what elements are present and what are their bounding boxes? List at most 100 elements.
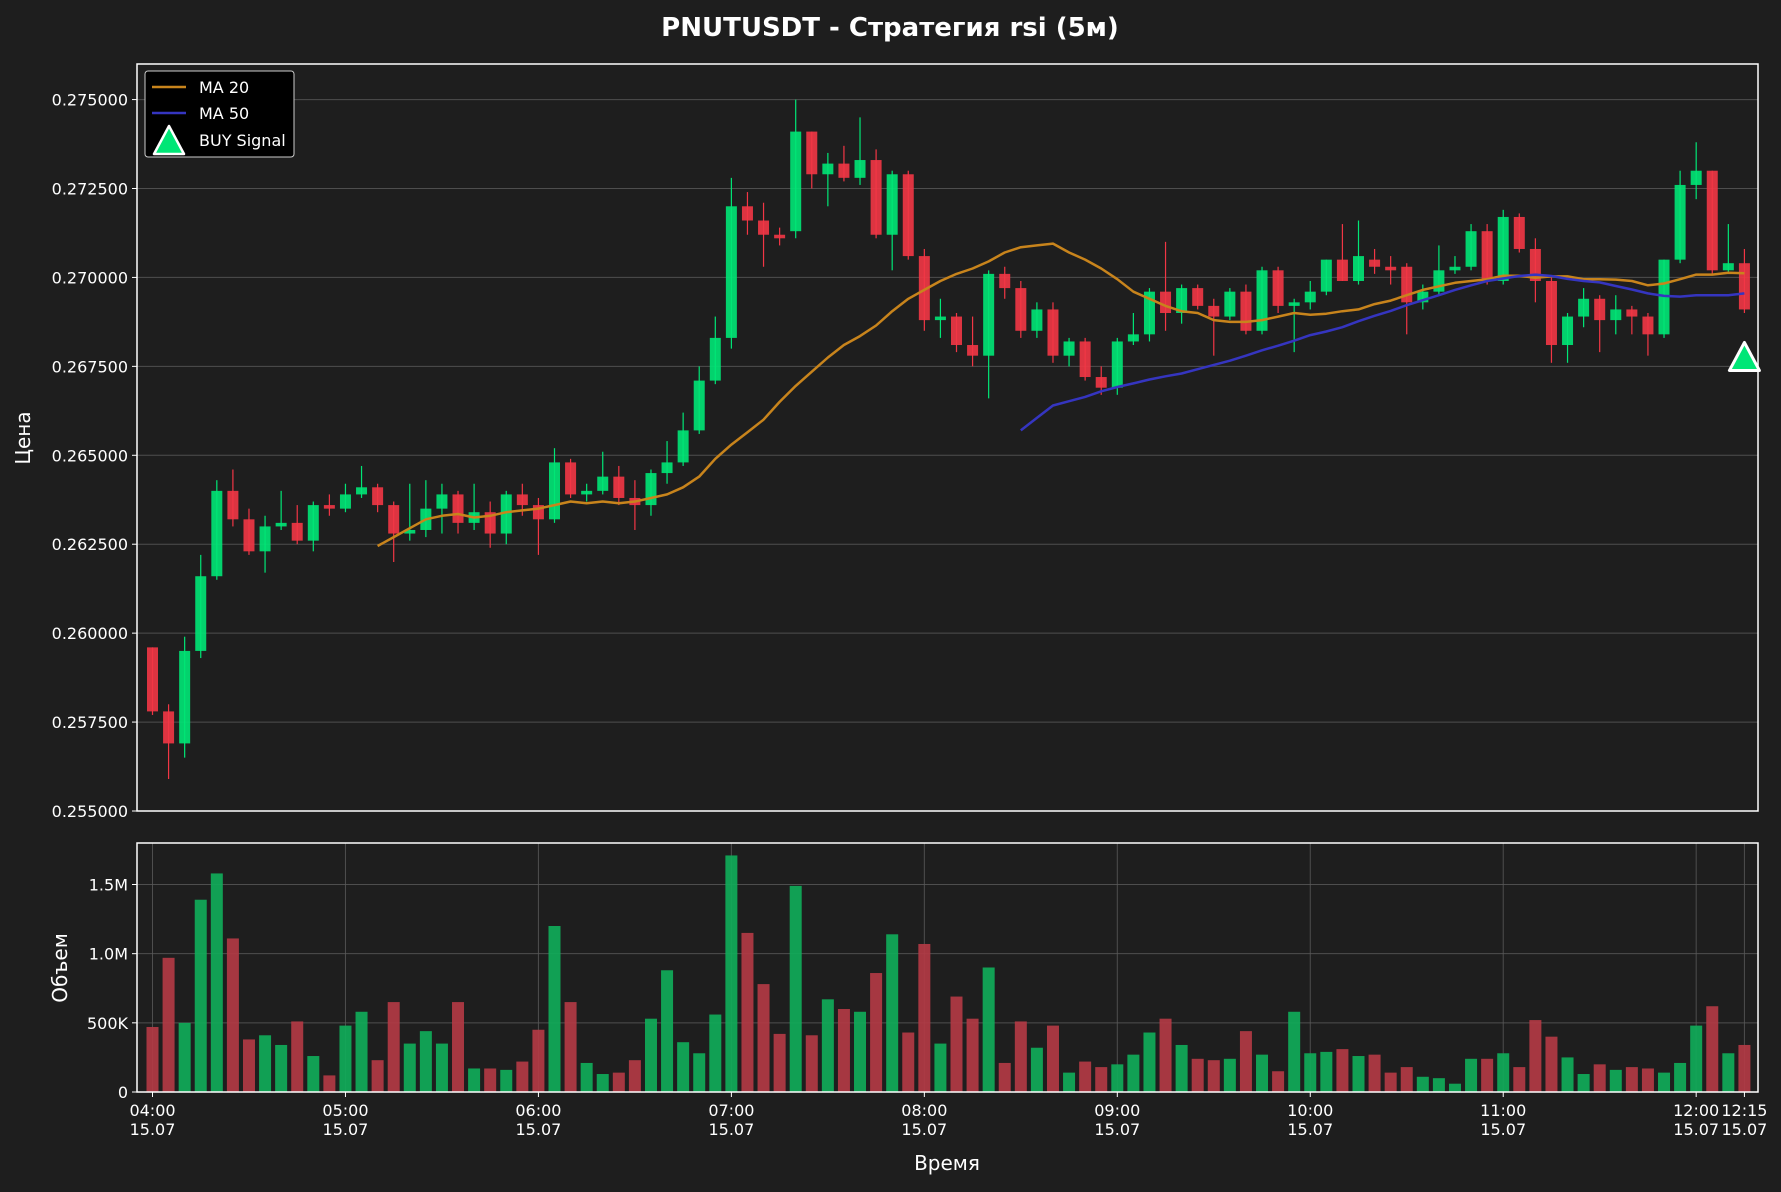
volume-bar-up	[548, 926, 561, 1092]
volume-bar-up	[821, 999, 834, 1092]
candle-up	[1690, 170, 1702, 185]
volume-bar-up	[1063, 1072, 1076, 1092]
candle-up	[645, 473, 657, 506]
volume-bar-down	[484, 1068, 497, 1092]
volume-bar-up	[709, 1014, 722, 1092]
candle-down	[1738, 263, 1750, 310]
candle-up	[1143, 291, 1155, 335]
candle-up	[549, 462, 560, 520]
candle-up	[436, 494, 448, 509]
volume-bar-up	[789, 885, 802, 1092]
legend-buy-signal-icon	[152, 124, 186, 156]
candle-down	[1401, 266, 1413, 303]
candle-up	[1610, 309, 1622, 321]
time-tick-label: 10:00 15.07	[1287, 1101, 1333, 1139]
time-tick-label: 04:00 15.07	[129, 1101, 175, 1139]
volume-tick-label: 500K	[87, 1014, 129, 1033]
candle-up	[500, 494, 512, 534]
chart-title: PNUTUSDT - Стратегия rsi (5м)	[661, 13, 1119, 43]
time-x-ticks: 04:00 15.07 05:00 15.07 06:00 15.07 07:00 15.07…	[129, 1092, 1767, 1139]
candle-down	[806, 131, 818, 175]
price-tick-label: 0.267500	[52, 357, 128, 376]
time-axis-label: Время	[914, 1151, 980, 1175]
candle-down	[452, 494, 464, 523]
volume-bar-up	[403, 1043, 416, 1092]
candle-down	[838, 163, 850, 178]
candle-down	[1626, 309, 1638, 317]
candle-up	[854, 160, 866, 178]
volume-bar-up	[307, 1056, 320, 1092]
candle-down	[565, 462, 577, 495]
volume-bar-down	[1014, 1021, 1027, 1092]
legend-ma50-label: MA 50	[199, 104, 249, 123]
candle-down	[532, 505, 544, 520]
candle-down	[1047, 309, 1059, 356]
candle-down	[902, 174, 914, 257]
volume-bars	[146, 855, 1751, 1092]
volume-bar-down	[1207, 1060, 1220, 1092]
candle-up	[1562, 316, 1574, 346]
volume-bar-down	[612, 1072, 625, 1092]
candle-down	[163, 711, 175, 744]
candle-up	[179, 650, 191, 744]
candle-up	[1256, 270, 1268, 331]
volume-bar-up	[500, 1069, 513, 1092]
candle-down	[758, 220, 770, 235]
candle-up	[1465, 231, 1477, 267]
candle-up	[1417, 291, 1429, 303]
volume-bar-up	[1722, 1053, 1735, 1092]
volume-bar-down	[146, 1026, 159, 1092]
candle-up	[1176, 288, 1188, 313]
candle-down	[967, 345, 979, 356]
volume-bar-down	[1529, 1020, 1542, 1092]
volume-bar-up	[1127, 1054, 1140, 1092]
candle-down	[388, 505, 400, 534]
candle-down	[1369, 259, 1381, 267]
volume-bar-up	[677, 1042, 690, 1092]
volume-bar-down	[773, 1033, 786, 1092]
time-tick-label: 06:00 15.07	[515, 1101, 561, 1139]
volume-bar-up	[1497, 1053, 1510, 1092]
volume-bar-up	[1577, 1074, 1590, 1092]
candle-up	[211, 490, 223, 577]
volume-y-ticks: 0 500K 1.0M 1.5M	[87, 876, 137, 1102]
candle-up	[1449, 266, 1461, 271]
candle-up	[934, 316, 946, 321]
price-axis-label: Цена	[11, 411, 35, 464]
volume-bar-down	[870, 973, 883, 1092]
candle-down	[291, 522, 303, 541]
candle-down	[613, 476, 625, 498]
ma50-line	[1020, 273, 1745, 432]
volume-bar-up	[580, 1062, 593, 1092]
candle-down	[1095, 377, 1107, 388]
volume-tick-label: 1.0M	[89, 945, 128, 964]
volume-axis-label: Объем	[48, 933, 72, 1003]
candle-up	[661, 462, 673, 474]
volume-bar-down	[966, 1018, 979, 1092]
candle-up	[259, 526, 271, 552]
volume-bar-up	[1175, 1044, 1188, 1092]
volume-bar-down	[1272, 1071, 1285, 1092]
candle-up	[693, 380, 705, 431]
volume-bar-up	[1143, 1032, 1156, 1092]
volume-bar-up	[1352, 1056, 1365, 1092]
price-tick-label: 0.260000	[52, 624, 128, 643]
volume-bar-up	[1561, 1057, 1574, 1092]
volume-bar-up	[435, 1043, 448, 1092]
candle-down	[147, 647, 158, 712]
candle-up	[886, 174, 898, 235]
volume-bar-down	[902, 1032, 915, 1092]
volume-bar-down	[805, 1035, 818, 1092]
candle-up	[404, 529, 416, 534]
volume-bar-down	[532, 1029, 545, 1092]
time-tick-label: 08:00 15.07	[901, 1101, 947, 1139]
price-tick-label: 0.265000	[52, 446, 128, 465]
volume-bar-down	[741, 932, 754, 1092]
candle-down	[999, 273, 1011, 289]
volume-bar-up	[596, 1074, 609, 1092]
volume-bar-down	[1545, 1036, 1558, 1092]
candle-up	[1063, 341, 1075, 356]
volume-tick-label: 0	[118, 1083, 128, 1102]
candle-down	[870, 160, 882, 235]
